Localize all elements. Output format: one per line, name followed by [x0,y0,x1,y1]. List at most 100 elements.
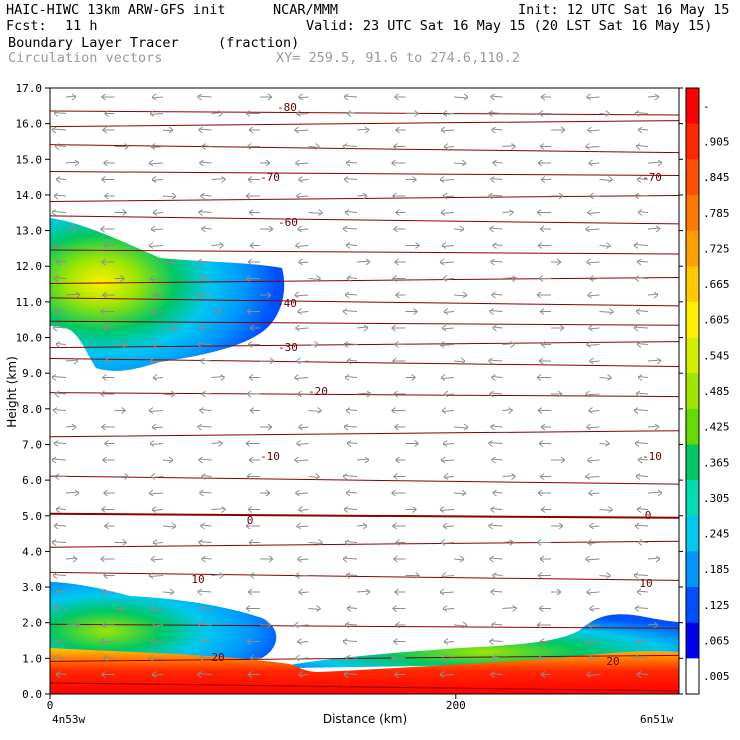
vector-arrowhead [637,126,643,134]
y-tick-label: 11.0 [16,296,43,309]
vector-arrowhead [198,456,203,464]
y-tick-label: 3.0 [22,581,42,594]
vector-arrowhead [199,324,204,332]
org-label: NCAR/MMM [273,2,339,18]
vector-arrow [150,146,164,148]
vector-arrowhead [249,242,255,249]
vector-arrow [198,458,212,461]
vector-arrowhead [249,654,255,662]
vector-arrowhead [317,407,322,414]
vector-arrowhead [298,506,303,513]
vector-arrowhead [633,242,639,249]
colorbar-swatch [686,551,699,588]
vector-arrowhead [249,572,255,579]
vector-arrow [586,591,600,594]
colorbar-label: .185 [703,563,730,576]
vector-arrowhead [364,456,370,464]
vector-arrow [148,162,164,165]
y-tick-label: 5.0 [22,510,42,523]
vector-arrow [344,623,358,626]
vector-arrowhead [103,572,108,579]
vector-arrowhead [150,143,156,150]
vector-arrowhead [101,671,106,678]
vector-arrow [296,113,309,115]
vector-arrowhead [151,506,157,513]
contour-line [50,654,679,662]
vector-arrowhead [316,275,321,282]
vector-arrowhead [443,638,449,645]
vector-arrowhead [539,225,545,233]
vector-arrowhead [442,192,448,200]
vector-arrowhead [343,506,349,513]
vector-arrowhead [540,423,546,431]
vector-arrow [440,129,455,132]
vector-arrowhead [246,143,252,150]
vector-arrowhead [589,357,594,365]
vector-arrowhead [316,605,321,612]
vector-arrow [488,442,503,444]
vector-arrowhead [246,638,252,645]
vector-arrow [295,657,309,660]
vector-arrow [344,293,358,296]
vector-arrowhead [414,110,419,117]
vector-arrowhead [539,638,545,645]
vector-arrowhead [394,93,399,101]
vector-arrow [356,392,372,395]
vector-arrow [150,476,164,478]
vector-arrow [587,542,600,544]
vector-arrowhead [538,275,544,282]
vector-arrow [489,640,503,642]
vector-arrowhead [491,621,496,629]
vector-arrowhead [656,357,662,365]
vector-arrow [294,294,309,297]
vector-arrow [149,113,164,115]
vector-arrow [198,128,212,131]
vector-arrowhead [443,390,449,398]
vector-arrow [490,260,503,263]
vector-arrowhead [102,621,107,629]
vector-arrowhead [298,588,303,596]
vector-arrow [65,293,81,296]
vector-arrowhead [197,93,202,101]
colorbar-label: .425 [703,421,730,434]
vector-arrowhead [391,407,396,414]
vector-arrow [647,161,663,164]
vector-arrowhead [489,390,494,398]
vector-arrowhead [589,192,594,200]
vector-arrowhead [490,423,495,431]
vector-arrowhead [538,357,544,365]
vector-arrowhead [73,357,79,365]
vector-arrow [634,607,649,609]
vector-arrowhead [101,258,106,266]
boundary-layer-left [50,582,277,664]
vector-arrowhead [72,225,78,233]
vector-arrowhead [462,291,468,299]
vector-arrowhead [492,159,497,167]
y-tick-label: 2.0 [22,617,42,630]
vector-arrowhead [366,390,372,398]
vector-arrowhead [345,242,351,249]
vector-arrow [587,624,600,627]
vector-arrowhead [295,654,300,662]
vector-arrowhead [653,291,659,299]
vector-arrowhead [220,374,225,381]
vector-arrowhead [394,341,399,348]
vector-arrowhead [124,143,129,150]
vector-arrowhead [586,671,591,678]
vector-arrow [197,260,212,263]
vector-arrow [199,409,212,411]
vector-arrowhead [295,242,300,249]
vector-arrow [440,542,455,544]
contour-line [50,144,679,154]
vector-arrowhead [460,357,466,365]
vector-arrow [199,656,212,659]
vector-arrow [211,376,225,378]
vector-arrowhead [342,638,348,645]
vector-arrowhead [393,638,398,645]
vector-arrow [149,278,164,280]
vector-arrowhead [537,654,543,662]
vector-arrowhead [345,489,351,497]
contour-line [50,392,679,398]
vector-arrowhead [633,407,639,414]
